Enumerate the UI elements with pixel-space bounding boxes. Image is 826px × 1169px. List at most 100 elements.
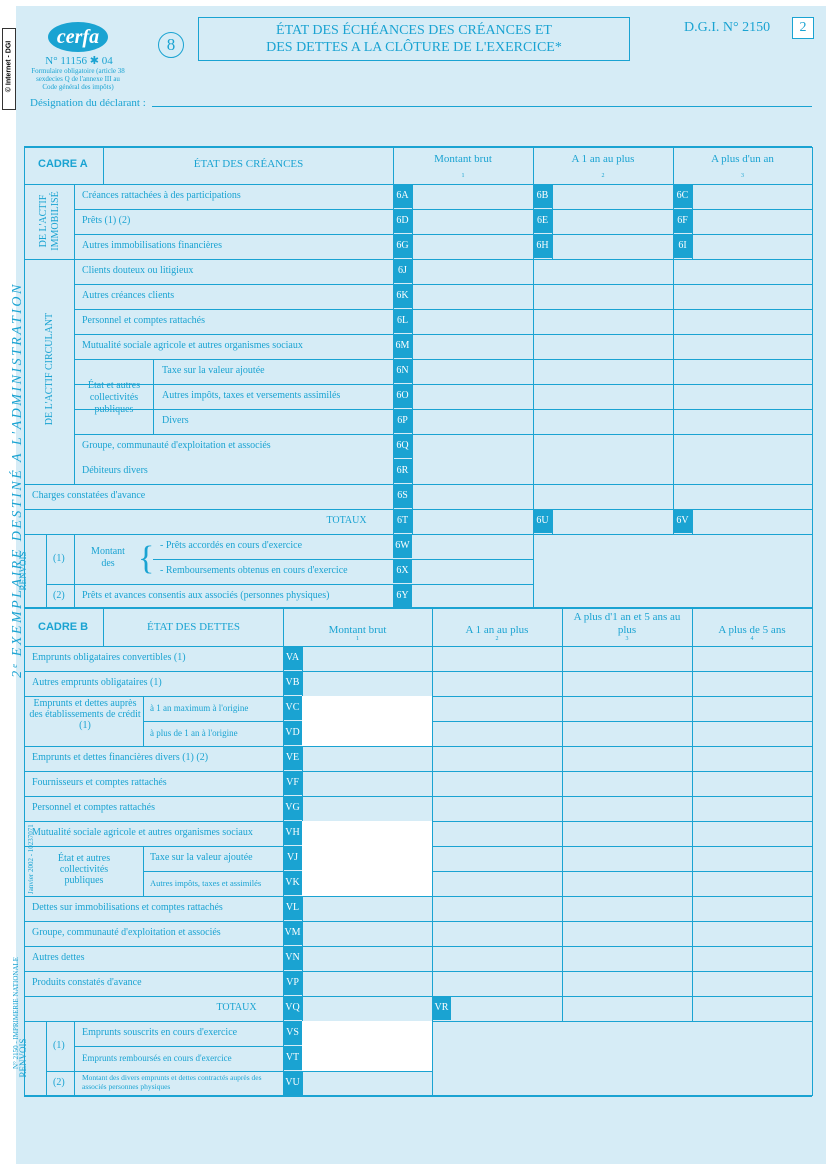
amount-field[interactable] — [302, 897, 432, 920]
amount-field[interactable] — [302, 672, 432, 695]
amount-field[interactable] — [302, 972, 432, 995]
input-cell[interactable] — [302, 696, 432, 721]
input-cell[interactable] — [302, 1021, 432, 1071]
amount-field[interactable] — [552, 185, 673, 208]
amount-field[interactable] — [533, 310, 673, 333]
amount-field[interactable] — [412, 460, 533, 483]
amount-field[interactable] — [692, 747, 812, 770]
amount-field[interactable] — [562, 772, 692, 795]
amount-field[interactable] — [562, 672, 692, 695]
amount-field[interactable] — [552, 510, 673, 533]
amount-field[interactable] — [412, 385, 533, 408]
amount-field[interactable] — [432, 822, 562, 845]
amount-field[interactable] — [692, 847, 812, 870]
amount-field[interactable] — [412, 585, 533, 608]
amount-field[interactable] — [302, 797, 432, 820]
amount-field[interactable] — [432, 647, 562, 670]
amount-field[interactable] — [692, 947, 812, 970]
amount-field[interactable] — [673, 460, 812, 483]
amount-field[interactable] — [533, 260, 673, 283]
input-cell[interactable] — [302, 721, 432, 746]
amount-field[interactable] — [562, 647, 692, 670]
amount-field[interactable] — [432, 772, 562, 795]
amount-field[interactable] — [533, 385, 673, 408]
amount-field[interactable] — [673, 335, 812, 358]
amount-field[interactable] — [412, 560, 533, 583]
amount-field[interactable] — [432, 922, 562, 945]
amount-field[interactable] — [562, 897, 692, 920]
amount-field[interactable] — [302, 1047, 432, 1070]
amount-field[interactable] — [302, 847, 432, 870]
amount-field[interactable] — [412, 510, 533, 533]
amount-field[interactable] — [562, 997, 692, 1020]
amount-field[interactable] — [692, 822, 812, 845]
amount-field[interactable] — [412, 485, 533, 508]
amount-field[interactable] — [412, 210, 533, 233]
amount-field[interactable] — [673, 385, 812, 408]
amount-field[interactable] — [673, 310, 812, 333]
amount-field[interactable] — [692, 797, 812, 820]
amount-field[interactable] — [432, 747, 562, 770]
amount-field[interactable] — [562, 822, 692, 845]
amount-field[interactable] — [412, 335, 533, 358]
amount-field[interactable] — [533, 410, 673, 433]
amount-field[interactable] — [673, 485, 812, 508]
amount-field[interactable] — [562, 747, 692, 770]
amount-field[interactable] — [562, 697, 692, 720]
amount-field[interactable] — [673, 260, 812, 283]
amount-field[interactable] — [692, 510, 812, 533]
amount-field[interactable] — [533, 460, 673, 483]
amount-field[interactable] — [533, 360, 673, 383]
amount-field[interactable] — [533, 485, 673, 508]
amount-field[interactable] — [673, 360, 812, 383]
amount-field[interactable] — [412, 185, 533, 208]
amount-field[interactable] — [692, 185, 812, 208]
amount-field[interactable] — [412, 310, 533, 333]
amount-field[interactable] — [302, 772, 432, 795]
amount-field[interactable] — [692, 697, 812, 720]
amount-field[interactable] — [412, 260, 533, 283]
amount-field[interactable] — [673, 435, 812, 458]
amount-field[interactable] — [562, 722, 692, 745]
amount-field[interactable] — [412, 435, 533, 458]
amount-field[interactable] — [552, 235, 673, 258]
amount-field[interactable] — [533, 285, 673, 308]
amount-field[interactable] — [432, 697, 562, 720]
input-cell[interactable] — [302, 821, 432, 846]
amount-field[interactable] — [432, 972, 562, 995]
amount-field[interactable] — [552, 210, 673, 233]
amount-field[interactable] — [692, 235, 812, 258]
amount-field[interactable] — [412, 235, 533, 258]
amount-field[interactable] — [692, 922, 812, 945]
amount-field[interactable] — [302, 747, 432, 770]
amount-field[interactable] — [432, 672, 562, 695]
amount-field[interactable] — [302, 822, 432, 845]
amount-field[interactable] — [432, 847, 562, 870]
amount-field[interactable] — [432, 872, 562, 895]
amount-field[interactable] — [562, 797, 692, 820]
amount-field[interactable] — [412, 360, 533, 383]
amount-field[interactable] — [692, 897, 812, 920]
input-cell[interactable] — [302, 871, 432, 896]
amount-field[interactable] — [692, 772, 812, 795]
amount-field[interactable] — [302, 922, 432, 945]
amount-field[interactable] — [432, 897, 562, 920]
amount-field[interactable] — [673, 410, 812, 433]
amount-field[interactable] — [692, 210, 812, 233]
amount-field[interactable] — [432, 722, 562, 745]
amount-field[interactable] — [692, 972, 812, 995]
amount-field[interactable] — [412, 285, 533, 308]
amount-field[interactable] — [302, 722, 432, 745]
amount-field[interactable] — [533, 435, 673, 458]
amount-field[interactable] — [533, 335, 673, 358]
amount-field[interactable] — [692, 647, 812, 670]
amount-field[interactable] — [562, 947, 692, 970]
amount-field[interactable] — [562, 972, 692, 995]
amount-field[interactable] — [562, 847, 692, 870]
amount-field[interactable] — [302, 1072, 432, 1095]
amount-field[interactable] — [692, 672, 812, 695]
amount-field[interactable] — [432, 947, 562, 970]
declarant-field[interactable] — [152, 106, 812, 107]
amount-field[interactable] — [302, 947, 432, 970]
amount-field[interactable] — [451, 997, 562, 1020]
